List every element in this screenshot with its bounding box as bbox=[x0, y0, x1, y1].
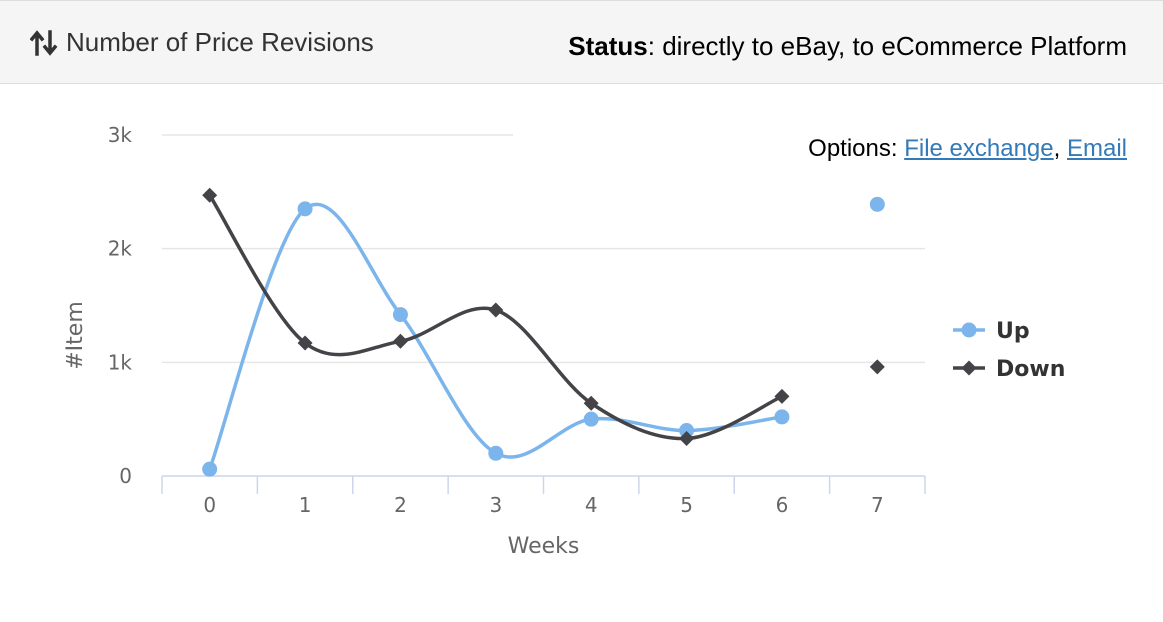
sort-arrows-icon bbox=[30, 29, 58, 56]
options-line: Options: File exchange, Email bbox=[808, 135, 1127, 163]
price-revisions-chart: 0 1k 2k 3k 0 1 2 3 4 5 6 7 Weeks #Item Up Down bbox=[63, 123, 1065, 559]
data-point-down[interactable] bbox=[583, 395, 599, 411]
data-point-down[interactable] bbox=[869, 359, 885, 375]
x-tick-label: 4 bbox=[585, 493, 598, 517]
legend-marker-up bbox=[961, 322, 977, 338]
legend-label-up[interactable]: Up bbox=[996, 319, 1030, 344]
data-point-up[interactable] bbox=[774, 409, 790, 425]
x-tick-label: 0 bbox=[203, 493, 216, 517]
legend-marker-down bbox=[961, 360, 977, 376]
panel-header: Number of Price Revisions Status: direct… bbox=[0, 0, 1163, 84]
data-point-down[interactable] bbox=[488, 302, 504, 318]
x-tick-label: 2 bbox=[394, 493, 407, 517]
file-exchange-link[interactable]: File exchange bbox=[904, 135, 1054, 162]
data-point-down[interactable] bbox=[679, 430, 695, 446]
y-tick-label: 1k bbox=[108, 350, 133, 374]
data-point-down[interactable] bbox=[297, 335, 313, 351]
x-tick-label: 1 bbox=[299, 493, 312, 517]
x-tick-label: 6 bbox=[776, 493, 789, 517]
y-tick-label: 2k bbox=[108, 237, 133, 261]
data-point-down[interactable] bbox=[774, 388, 790, 404]
status-line: Status: directly to eBay, to eCommerce P… bbox=[567, 27, 1127, 66]
status-text: : directly to eBay, to eCommerce Platfor… bbox=[647, 31, 1127, 61]
x-tick-label: 5 bbox=[680, 493, 693, 517]
data-point-up[interactable] bbox=[679, 423, 695, 439]
legend-label-down[interactable]: Down bbox=[996, 357, 1065, 382]
y-tick-label: 0 bbox=[119, 464, 132, 488]
data-point-up[interactable] bbox=[583, 411, 599, 427]
y-tick-label: 3k bbox=[108, 123, 133, 147]
options-separator: , bbox=[1053, 135, 1067, 162]
data-point-up[interactable] bbox=[869, 196, 885, 212]
x-tick-label: 3 bbox=[489, 493, 502, 517]
status-label: Status bbox=[568, 31, 648, 61]
series-line-up bbox=[208, 202, 783, 470]
panel-title: Number of Price Revisions bbox=[30, 27, 374, 58]
data-point-up[interactable] bbox=[392, 307, 408, 323]
email-link[interactable]: Email bbox=[1066, 135, 1127, 162]
data-point-down[interactable] bbox=[202, 187, 218, 203]
panel-title-text: Number of Price Revisions bbox=[66, 27, 374, 57]
options-label: Options: bbox=[808, 135, 905, 162]
data-point-up[interactable] bbox=[488, 445, 504, 461]
x-axis-title: Weeks bbox=[508, 534, 580, 559]
y-axis-title: #Item bbox=[63, 301, 88, 370]
data-point-up[interactable] bbox=[297, 201, 313, 217]
data-point-up[interactable] bbox=[202, 461, 218, 477]
x-tick-label: 7 bbox=[871, 493, 884, 517]
data-point-down[interactable] bbox=[392, 333, 408, 349]
